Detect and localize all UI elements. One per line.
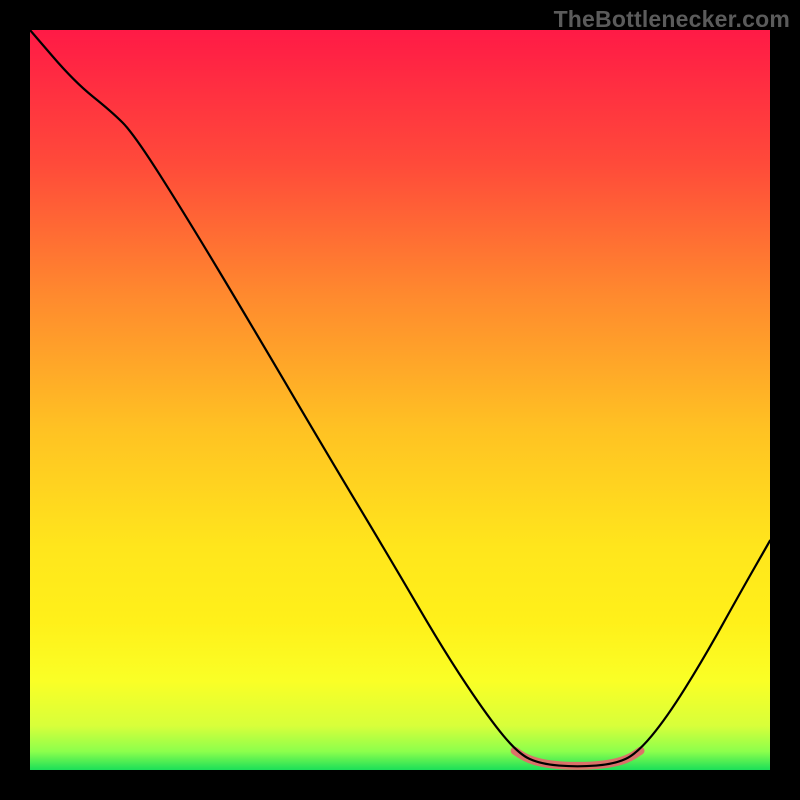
- optimal-range-highlight: [515, 751, 641, 766]
- plot-area: [30, 30, 770, 770]
- curve-layer: [30, 30, 770, 770]
- chart-container: TheBottlenecker.com: [0, 0, 800, 800]
- watermark-label: TheBottlenecker.com: [554, 6, 790, 33]
- mismatch-curve: [30, 30, 770, 766]
